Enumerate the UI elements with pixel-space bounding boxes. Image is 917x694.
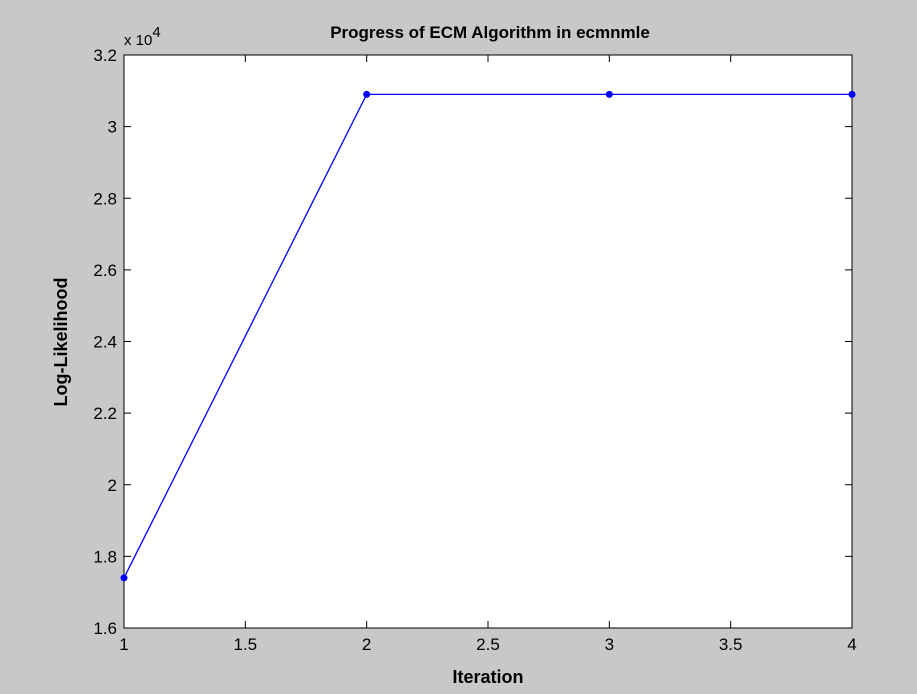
chart-title: Progress of ECM Algorithm in ecmnmle — [330, 23, 650, 42]
plot-area — [123, 54, 853, 629]
y-tick-label: 3 — [108, 118, 117, 137]
data-point — [363, 90, 371, 98]
y-tick-label: 1.8 — [93, 547, 117, 566]
x-tick-label: 3.5 — [719, 635, 743, 654]
y-axis-label: Log-Likelihood — [51, 278, 71, 407]
axis-tick-labels: 1 1.5 2 2.5 3 3.5 4 1.6 1.8 2 2.2 2.4 2.6 2.8 3 3.2 — [93, 46, 856, 654]
data-point — [605, 90, 613, 98]
axis-ticks — [123, 54, 853, 629]
plot-series — [120, 90, 856, 582]
x-tick-label: 4 — [847, 635, 856, 654]
y-axis-multiplier: x 104 — [124, 24, 161, 49]
y-tick-label: 2 — [108, 476, 117, 495]
data-point — [848, 90, 856, 98]
y-multiplier-base: x 10 — [124, 32, 152, 49]
data-point — [120, 574, 128, 582]
x-tick-label: 2 — [362, 635, 371, 654]
x-tick-label: 1.5 — [234, 635, 258, 654]
y-multiplier-exponent: 4 — [152, 24, 160, 41]
y-tick-label: 2.6 — [93, 261, 117, 280]
y-tick-label: 2.8 — [93, 189, 117, 208]
y-tick-label: 1.6 — [93, 619, 117, 638]
x-tick-label: 1 — [119, 635, 128, 654]
x-axis-label: Iteration — [452, 667, 523, 687]
x-tick-label: 3 — [605, 635, 614, 654]
y-tick-label: 3.2 — [93, 46, 117, 65]
x-tick-label: 2.5 — [476, 635, 500, 654]
series-line — [123, 93, 852, 579]
y-tick-label: 2.2 — [93, 404, 117, 423]
y-tick-label: 2.4 — [93, 333, 117, 352]
